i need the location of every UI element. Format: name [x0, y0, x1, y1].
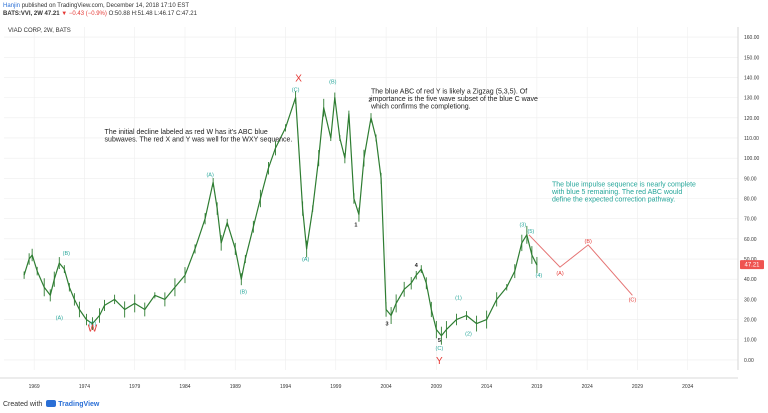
last-price-badge: 47.21	[740, 260, 764, 270]
wave-label: (C)	[436, 346, 444, 352]
annotation-text: The blue impulse sequence is nearly comp…	[551, 181, 696, 203]
price-axis: 0.00 10.00 20.00 30.00 40.00 50.00 60.00 70.00 8…	[744, 35, 760, 364]
annotations: The initial decline labeled as red W has…	[105, 89, 697, 204]
author-link[interactable]: Hanjin	[3, 3, 21, 9]
wave-label: (A)	[206, 172, 214, 178]
y-tick-label: 60.00	[744, 237, 757, 243]
x-tick-label: 2004	[381, 384, 392, 390]
wave-labels: (A)(B)(C)W(A)(B)(C)X(A)(B)12345(C)Y(1)(2…	[56, 73, 637, 366]
price-change: ▼ −0.43 (−0.9%)	[61, 11, 107, 17]
x-tick-label: 2029	[632, 384, 643, 390]
y-tick-label: 150.00	[744, 55, 760, 61]
x-tick-label: 2019	[531, 384, 542, 390]
wave-label: 3	[386, 322, 389, 328]
wave-label: (A)	[302, 257, 310, 263]
wave-label: 4	[415, 263, 419, 269]
y-tick-label: 140.00	[744, 75, 760, 81]
y-tick-label: 160.00	[744, 35, 760, 41]
wave-label: (B)	[63, 251, 71, 257]
y-tick-label: 80.00	[744, 197, 757, 203]
x-tick-label: 2034	[682, 384, 693, 390]
x-tick-label: 2009	[431, 384, 442, 390]
y-tick-label: 110.00	[744, 136, 759, 142]
annotation-line: The blue impulse sequence is nearly comp…	[552, 181, 696, 188]
wave-label: W	[88, 324, 98, 335]
y-tick-label: 40.00	[744, 277, 757, 283]
annotation-line: The initial decline labeled as red W has…	[105, 129, 268, 136]
wave-label: (B)	[585, 239, 593, 245]
y-tick-label: 100.00	[744, 156, 760, 162]
chart-grid	[4, 27, 738, 370]
ohlc-values: O:50.88 H:51.48 L:46.17 C:47.21	[108, 11, 197, 17]
annotation-line: define the expected correction pathway.	[552, 196, 675, 203]
last-price-label: 47.21	[744, 263, 760, 269]
wave-label: 2	[368, 98, 371, 104]
y-tick-label: 30.00	[744, 297, 757, 303]
wave-label: (3)	[519, 223, 526, 229]
wave-label: (C)	[89, 322, 97, 328]
y-tick-label: 50.00	[744, 257, 757, 263]
x-tick-label: 2024	[582, 384, 593, 390]
annotation-line: with blue 5 remaining. The red ABC would	[551, 189, 682, 196]
wave-label: (B)	[240, 289, 248, 295]
time-axis: 1969 1974 1979 1984 1989 1994 1999 2004 2009 2014…	[29, 384, 694, 390]
chart-header: Hanjin published on TradingView.com, Dec…	[3, 2, 197, 18]
wave-label: (2)	[465, 332, 472, 338]
wave-label: (4)	[536, 273, 543, 279]
y-tick-label: 10.00	[744, 338, 757, 344]
tradingview-brand[interactable]: TradingView	[58, 401, 100, 408]
annotation-line: The blue ABC of red Y is likely a Zigzag…	[371, 89, 527, 96]
annotation-text: The initial decline labeled as red W has…	[105, 129, 293, 144]
annotation-line: which confirms the completiong.	[370, 104, 471, 111]
price-series	[23, 91, 538, 345]
wave-label: 1	[354, 223, 357, 229]
price-line	[23, 96, 538, 337]
y-tick-label: 90.00	[744, 176, 757, 182]
y-tick-label: 0.00	[744, 358, 754, 364]
x-tick-label: 2014	[481, 384, 492, 390]
wave-label: (1)	[455, 295, 462, 301]
annotation-text: The blue ABC of red Y is likely a Zigzag…	[370, 89, 538, 111]
y-tick-label: 20.00	[744, 318, 757, 324]
projection-line	[528, 234, 633, 296]
symbol-line: BATS:VVI, 2W 47.21	[3, 11, 60, 17]
publish-text: published on TradingView.com, December 1…	[21, 3, 190, 9]
y-tick-label: 70.00	[744, 217, 757, 223]
x-tick-label: 1969	[29, 384, 40, 390]
tradingview-logo-icon	[46, 400, 57, 407]
wave-label: (B)	[329, 79, 337, 85]
wave-label: Y	[436, 356, 443, 367]
x-tick-label: 1979	[129, 384, 140, 390]
y-tick-label: 130.00	[744, 96, 760, 102]
footer: Created with TradingView	[3, 400, 99, 408]
created-with-text: Created with	[3, 401, 43, 408]
wave-label: 5	[438, 338, 441, 344]
wave-label: (A)	[556, 271, 564, 277]
x-tick-label: 1999	[330, 384, 341, 390]
wave-label: X	[295, 73, 302, 84]
annotation-line: importance is the five wave subset of th…	[371, 96, 538, 103]
x-tick-label: 1989	[230, 384, 241, 390]
chart-title: VIAD CORP, 2W, BATS	[8, 28, 71, 34]
wave-label: (5)	[528, 229, 535, 235]
x-tick-label: 1974	[79, 384, 90, 390]
wave-label: (C)	[629, 297, 637, 303]
wave-label: (A)	[56, 316, 64, 322]
annotation-line: subwaves. The red X and Y was well for t…	[105, 136, 293, 143]
projection-path	[528, 234, 633, 296]
x-tick-label: 1994	[280, 384, 291, 390]
wave-label: (C)	[292, 88, 300, 94]
x-tick-label: 1984	[179, 384, 190, 390]
y-tick-label: 120.00	[744, 116, 760, 122]
